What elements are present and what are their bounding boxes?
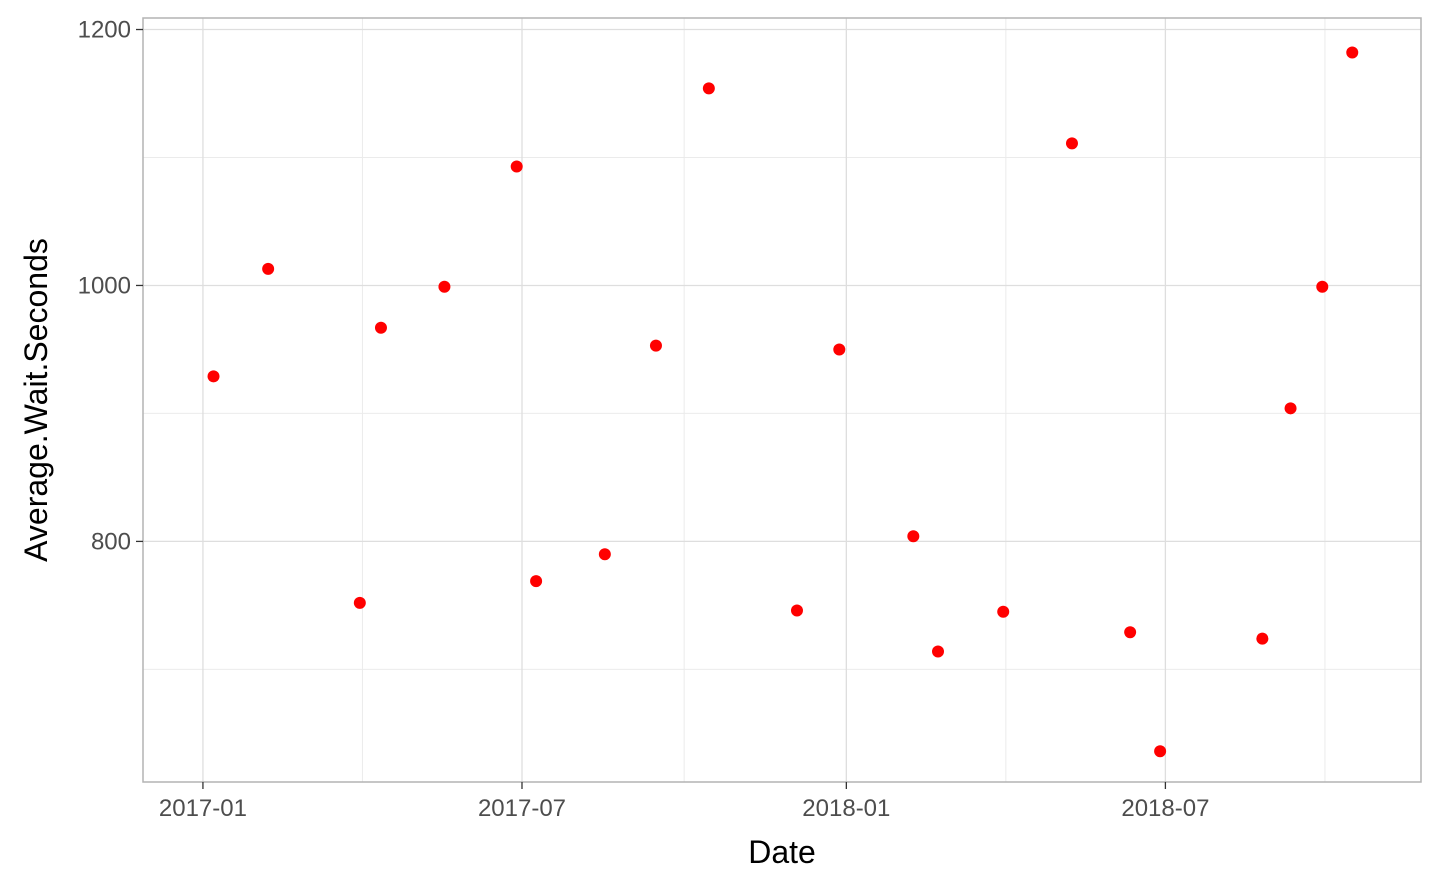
data-point: [1284, 402, 1297, 415]
y-tick-label: 1200: [78, 17, 131, 44]
data-point: [262, 262, 275, 275]
data-point: [1124, 626, 1137, 639]
data-point: [790, 604, 803, 617]
x-axis-title: Date: [748, 834, 816, 870]
x-axis: 2017-01 2017-07 2018-01 2018-07: [159, 782, 1209, 822]
data-point: [932, 645, 945, 658]
data-point: [438, 280, 451, 293]
y-axis: 800 1000 1200: [78, 17, 143, 555]
data-point: [374, 321, 387, 334]
x-tick-label: 2017-01: [159, 795, 247, 822]
data-point: [702, 82, 715, 95]
data-point: [1316, 280, 1329, 293]
data-point: [510, 160, 523, 173]
data-points: [207, 46, 1359, 758]
data-point: [207, 370, 220, 383]
grid-lines: [143, 18, 1421, 782]
x-tick-label: 2018-07: [1121, 795, 1209, 822]
y-tick-label: 800: [91, 528, 131, 555]
plot-panel-border: [142, 17, 1422, 783]
data-point: [997, 605, 1010, 618]
data-point: [530, 575, 543, 588]
y-axis-title: Average.Wait.Seconds: [18, 238, 54, 562]
data-point: [353, 596, 366, 609]
data-point: [1154, 745, 1167, 758]
data-point: [598, 548, 611, 561]
data-point: [649, 339, 662, 352]
x-tick-label: 2018-01: [802, 795, 890, 822]
y-tick-label: 1000: [78, 272, 131, 299]
data-point: [1065, 137, 1078, 150]
data-point: [907, 530, 920, 543]
data-point: [1256, 632, 1269, 645]
data-point: [833, 343, 846, 356]
x-tick-label: 2017-07: [478, 795, 566, 822]
data-point: [1346, 46, 1359, 59]
